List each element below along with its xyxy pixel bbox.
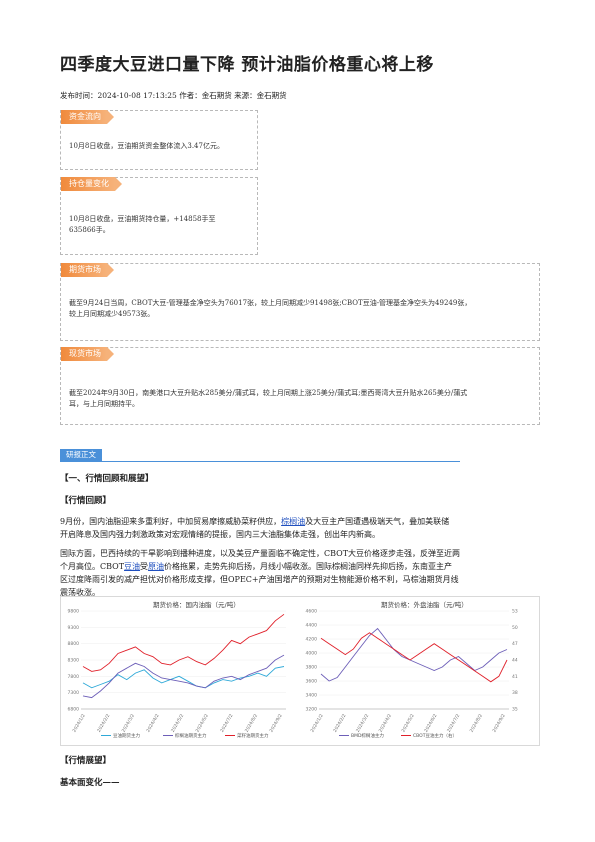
- chart-1-legend-label: 豆油期货主力: [113, 732, 140, 739]
- chart-1-y-tick: 9800: [68, 609, 80, 615]
- chart-2-x-tick: 2024/4/2: [378, 713, 393, 734]
- spot-market-text: 截至2024年9月30日，南美港口大豆升贴水285美分/蒲式耳，较上月同期上涨2…: [69, 389, 468, 408]
- chart-2-y-tick: 4400: [306, 623, 318, 629]
- section-heading-fundamentals: 基本面变化——: [60, 778, 120, 788]
- chart-2-title: 期货价格：外盘油脂（元/吨）: [381, 600, 468, 609]
- chart-1-x-tick: 2024/5/2: [170, 713, 185, 734]
- chart-2-x-tick: 2024/7/2: [446, 713, 461, 734]
- chart-2-x-tick: 2024/9/2: [491, 713, 506, 734]
- chart-2-y-tick: 4000: [306, 651, 318, 657]
- section-heading-outlook: 【行情展望】: [60, 756, 112, 766]
- chart-2-y2-tick: 44: [512, 658, 518, 664]
- chart-2-legend-label: BMD棕榈油主力: [351, 732, 384, 739]
- chart-1-y-tick: 7800: [68, 674, 80, 680]
- fund-flow-text: 10月8日收盘，豆油期货资金整体流入3.47亿元。: [69, 142, 224, 150]
- chart-2-y-tick: 3200: [306, 707, 318, 713]
- fund-flow-box: 资金流向 10月8日收盘，豆油期货资金整体流入3.47亿元。: [60, 110, 258, 170]
- chart-2-x-tick: 2024/6/2: [423, 713, 438, 734]
- chart-1-x-tick: 2024/6/2: [195, 713, 210, 734]
- chart-1-x-tick: 2024/9/2: [268, 713, 283, 734]
- chart-1-legend-label: 棕榈油期货主力: [175, 732, 207, 739]
- price-charts-figure: 期货价格：国内油脂（元/吨） 6800 7300 7800 8300 8800 9300 98…: [60, 596, 540, 746]
- chart-2-y2-tick: 50: [512, 625, 518, 631]
- chart-2-series-line: [320, 632, 508, 683]
- chart-2-x-tick: 2024/8/2: [469, 713, 484, 734]
- chart-2-y-tick: 3800: [306, 665, 318, 671]
- report-body-tag: 研报正文: [60, 449, 102, 461]
- chart-1-y-tick: 8800: [68, 641, 80, 647]
- chart-1-y-tick: 8300: [68, 658, 80, 664]
- chart-2-y2-tick: 35: [512, 707, 518, 713]
- spot-market-tag: 现货市场: [61, 347, 114, 361]
- article-title: 四季度大豆进口量下降 预计油脂价格重心将上移: [60, 55, 434, 75]
- chart-2-x-tick: 2024/3/2: [355, 713, 370, 734]
- palm-oil-link[interactable]: 棕榈油: [281, 517, 306, 526]
- futures-market-tag: 期货市场: [61, 263, 114, 277]
- chart-2-series-line: [320, 627, 508, 682]
- chart-1-series-line: [82, 613, 285, 672]
- chart-1-y-tick: 6800: [68, 707, 80, 713]
- soybean-oil-link[interactable]: 豆油: [124, 562, 141, 571]
- crude-oil-link[interactable]: 原油: [148, 562, 165, 571]
- paragraph-review-international: 国际方面，巴西持续的干旱影响到播种进度，以及美豆产量面临不确定性，CBOT大豆价…: [60, 549, 461, 597]
- chart-2-x-tick: 2024/2/2: [332, 713, 347, 734]
- article-meta: 发布时间：2024-10-08 17:13:25 作者：金石期货 来源：金石期货: [60, 91, 287, 100]
- chart-2-y-tick: 3600: [306, 679, 318, 685]
- section-heading-review-outlook: 【一、行情回顾和展望】: [60, 474, 154, 484]
- chart-2-y2-tick: 47: [512, 641, 518, 647]
- chart-2-y2-tick: 41: [512, 674, 518, 680]
- price-charts-svg: 期货价格：国内油脂（元/吨） 6800 7300 7800 8300 8800 9300 98…: [68, 600, 518, 739]
- section-heading-review: 【行情回顾】: [60, 496, 112, 506]
- chart-2-y2-tick: 38: [512, 690, 518, 696]
- chart-1-title: 期货价格：国内油脂（元/吨）: [153, 600, 240, 609]
- chart-2-y2-tick: 53: [512, 609, 518, 615]
- chart-1-x-tick: 2024/1/2: [71, 713, 86, 734]
- position-text: 10月8日收盘，豆油期货持仓量，+14858手至 635866手。: [69, 215, 216, 234]
- chart-2-x-tick: 2024/5/2: [400, 713, 415, 734]
- chart-2-y-tick: 4200: [306, 637, 318, 643]
- chart-1-y-tick: 9300: [68, 625, 80, 631]
- chart-1-y-tick: 7300: [68, 690, 80, 696]
- fund-flow-tag: 资金流向: [61, 110, 114, 124]
- chart-1-x-tick: 2024/7/2: [219, 713, 234, 734]
- chart-1-series-line: [82, 654, 285, 699]
- chart-1-legend-label: 菜籽油期货主力: [237, 732, 269, 739]
- paragraph-review-domestic: 9月份，国内油脂迎来多重利好，中加贸易摩擦威胁菜籽供应，棕榈油及大豆主产国遭遇极…: [60, 517, 450, 539]
- chart-1-x-tick: 2024/2/2: [96, 713, 111, 734]
- position-tag: 持仓量变化: [61, 177, 122, 191]
- chart-1-x-tick: 2024/8/2: [244, 713, 259, 734]
- chart-1-x-tick: 2024/4/2: [145, 713, 160, 734]
- chart-2-y-tick: 4600: [306, 609, 318, 615]
- chart-2-x-tick: 2024/1/2: [309, 713, 324, 734]
- spot-market-box: 现货市场 截至2024年9月30日，南美港口大豆升贴水285美分/蒲式耳，较上月…: [60, 347, 540, 425]
- chart-2-legend-label: CBOT豆油主力（右）: [413, 732, 457, 739]
- futures-market-box: 期货市场 截至9月24日当周，CBOT大豆-管理基金净空头为76017张，较上月…: [60, 263, 540, 341]
- chart-1-x-tick: 2024/3/2: [121, 713, 136, 734]
- futures-market-text: 截至9月24日当周，CBOT大豆-管理基金净空头为76017张，较上月同期减少9…: [69, 299, 472, 318]
- report-body-divider: [60, 461, 460, 462]
- chart-1-series-line: [82, 666, 285, 689]
- chart-2-y-tick: 3400: [306, 693, 318, 699]
- position-box: 持仓量变化 10月8日收盘，豆油期货持仓量，+14858手至 635866手。: [60, 177, 258, 255]
